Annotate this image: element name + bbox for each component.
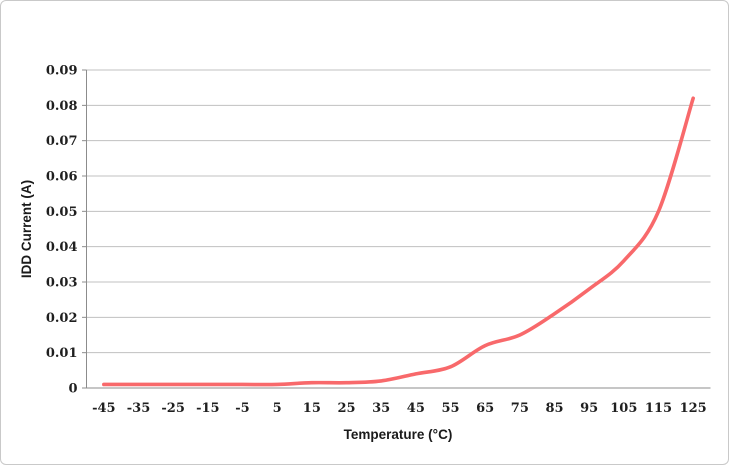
y-axis-title: IDD Current (A) [19,180,34,278]
y-tick-label: 0.09 [46,64,78,79]
y-tick-label: 0.07 [46,134,78,149]
x-tick-label: 15 [303,401,321,416]
x-tick-label: -5 [235,401,249,416]
y-tick-label: 0.02 [46,311,78,326]
idd-current-line [102,96,695,387]
x-tick-label: 115 [645,401,672,416]
x-tick-label: 125 [680,401,707,416]
x-tick-label: -15 [196,401,220,416]
line-series [102,96,695,387]
y-tick-label: 0.04 [46,240,78,255]
y-tick-label: 0.08 [46,99,78,114]
x-tick-label: -25 [161,401,185,416]
gridlines [82,69,711,389]
x-tick-label: 65 [476,401,494,416]
y-tick-label: 0.05 [46,205,78,220]
x-tick-label: -35 [127,401,151,416]
y-tick-label: 0.01 [46,346,78,361]
x-tick-label: -45 [92,401,116,416]
y-tick-label: 0 [68,382,77,397]
x-tick-label: 55 [441,401,459,416]
x-tick-label: 85 [545,401,563,416]
x-tick-label: 95 [580,401,598,416]
y-tick-labels: 0 0.01 0.02 0.03 0.04 0.05 0.06 0.07 0.08 0.09 [46,64,78,397]
x-tick-label: 105 [610,401,637,416]
x-tick-label: 45 [407,401,425,416]
y-tick-label: 0.06 [46,170,78,185]
x-tick-labels: -45 -35 -25 -15 -5 5 15 25 35 45 55 65 75 85 95 105 115 1… [92,401,707,416]
y-tick-label: 0.03 [46,276,78,291]
x-tick-label: 75 [511,401,529,416]
x-tick-label: 5 [273,401,282,416]
x-tick-label: 35 [372,401,390,416]
x-tick-label: 25 [337,401,355,416]
x-axis-title: Temperature (°C) [344,427,453,442]
